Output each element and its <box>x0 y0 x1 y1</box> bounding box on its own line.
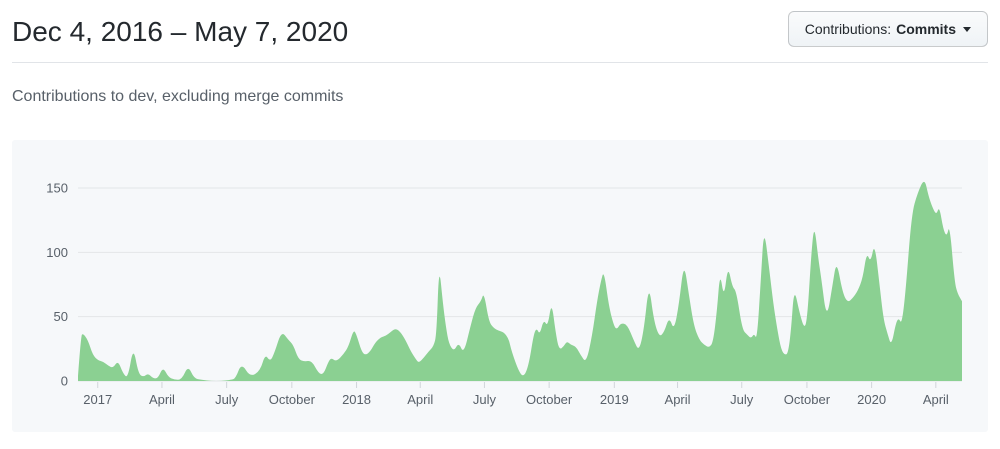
contributions-dropdown-button[interactable]: Contributions: Commits <box>787 11 988 47</box>
contributors-page: Dec 4, 2016 – May 7, 2020 Contributions:… <box>12 0 988 432</box>
x-axis-tick-label: April <box>665 392 691 407</box>
y-axis-tick-label: 150 <box>46 181 68 196</box>
x-axis-tick-label: 2019 <box>600 392 629 407</box>
x-axis-tick-label: April <box>149 392 175 407</box>
x-axis-tick-label: October <box>269 392 316 407</box>
chevron-down-icon <box>963 26 971 32</box>
x-axis-tick-label: 2017 <box>83 392 112 407</box>
x-axis-tick-label: April <box>923 392 949 407</box>
page-header: Dec 4, 2016 – May 7, 2020 Contributions:… <box>12 0 988 49</box>
header-divider <box>12 62 988 63</box>
x-axis-tick-label: 2018 <box>342 392 371 407</box>
commits-area-series[interactable] <box>78 181 962 381</box>
x-axis-tick-label: 2020 <box>857 392 886 407</box>
dropdown-selected-option: Commits <box>896 21 956 37</box>
dropdown-label-prefix: Contributions: <box>804 21 892 37</box>
date-range-title: Dec 4, 2016 – May 7, 2020 <box>12 16 349 47</box>
x-axis-tick-label: July <box>473 392 497 407</box>
x-axis-tick-label: October <box>784 392 831 407</box>
chart-subtitle: Contributions to dev, excluding merge co… <box>12 88 344 105</box>
y-axis-tick-label: 50 <box>54 309 68 324</box>
x-axis-tick-label: April <box>407 392 433 407</box>
contributions-chart-panel: 0 50 100 150 2017 April July October 2018 April Ju… <box>12 140 988 432</box>
y-axis-tick-label: 100 <box>46 245 68 260</box>
y-axis-tick-label: 0 <box>61 374 68 389</box>
x-axis-tick-label: July <box>730 392 754 407</box>
x-axis-tick-label: October <box>526 392 573 407</box>
x-axis-tick-label: July <box>215 392 239 407</box>
contributions-area-chart[interactable]: 0 50 100 150 2017 April July October 2018 April Ju… <box>12 140 988 432</box>
